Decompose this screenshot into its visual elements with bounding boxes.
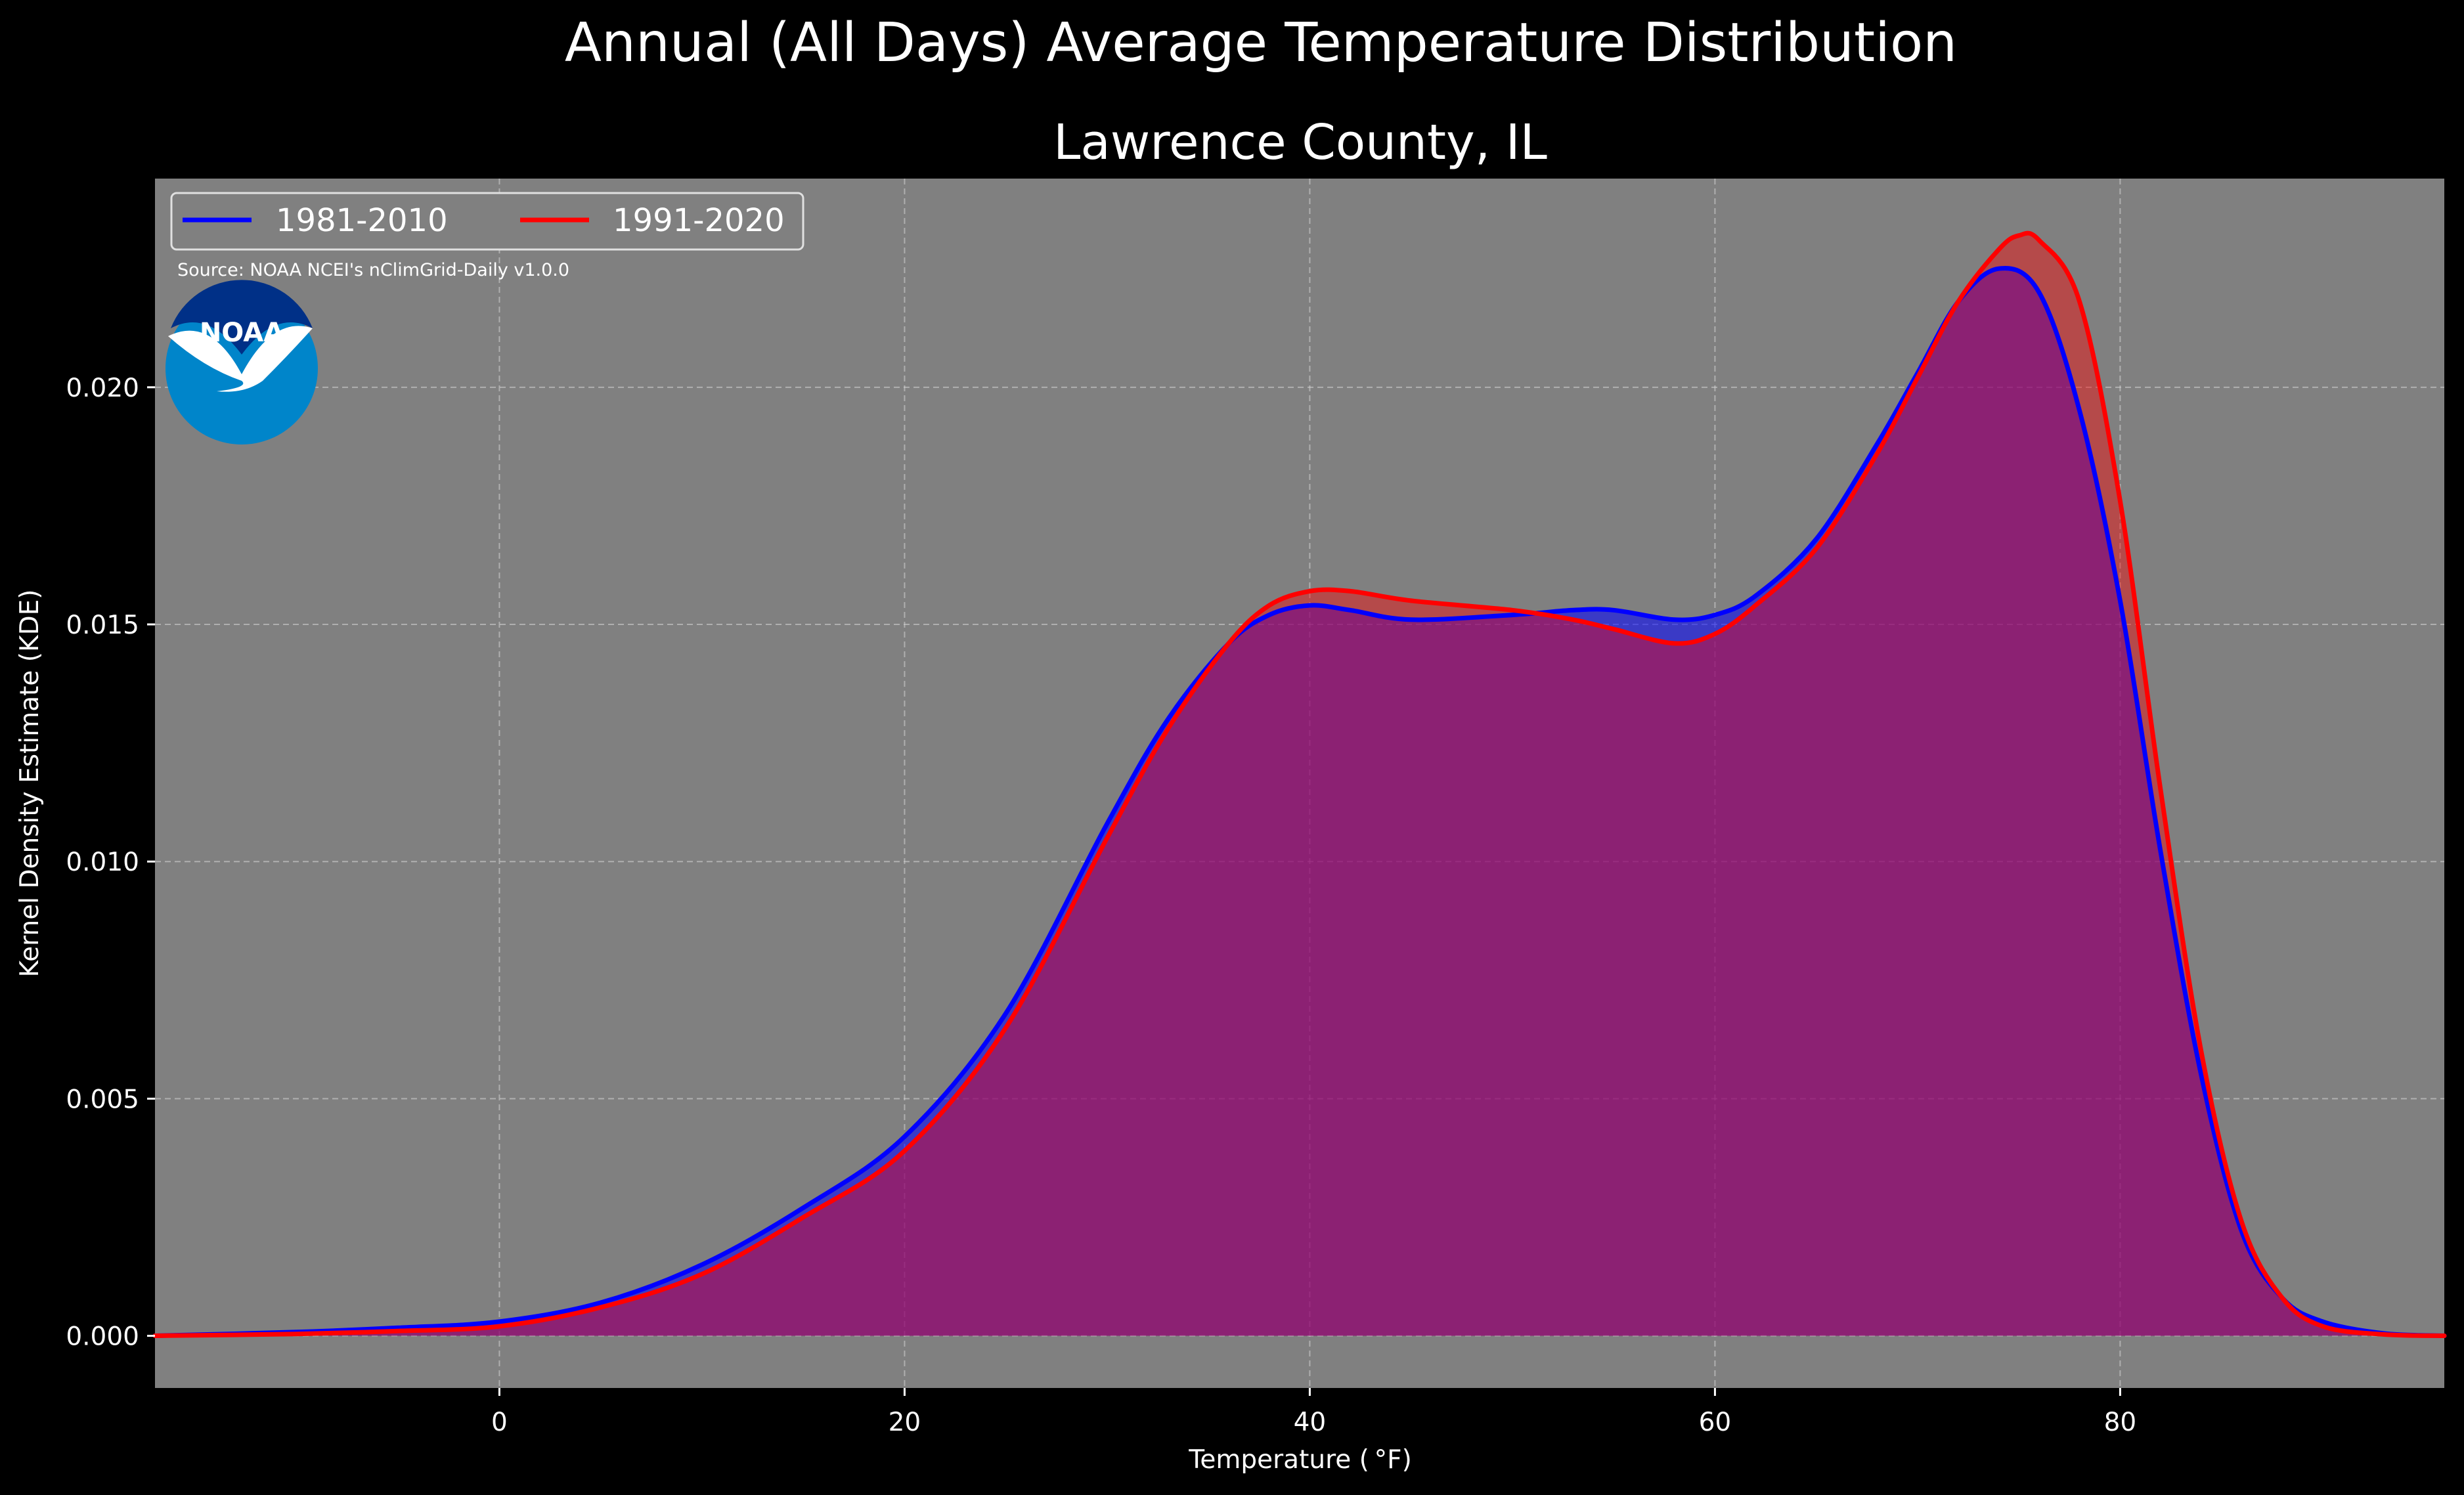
chart-title: Lawrence County, IL [1053,114,1547,171]
y-tick-label: 0.005 [66,1085,139,1114]
x-tick-label: 0 [491,1408,508,1437]
legend-frame [170,192,804,251]
legend-label-1981-2010: 1981-2010 [276,202,448,239]
noaa-logo: NOAA [165,280,318,444]
source-note: Source: NOAA NCEI's nClimGrid-Daily v1.0… [177,260,569,280]
x-tick-label: 20 [889,1408,921,1437]
x-tick-label: 60 [1699,1408,1732,1437]
series [152,230,2447,1338]
ticks: 0 20 40 60 80 0.000 0.005 0.010 0.015 0.020 [66,374,2136,1437]
figure-suptitle: Annual (All Days) Average Temperature Di… [565,12,1957,74]
legend-label-1991-2020: 1991-2020 [613,202,785,239]
series-line-1991-2020 [152,230,2447,1338]
y-axis-label: Kernel Density Estimate (KDE) [15,590,45,978]
y-tick-label: 0.020 [66,374,139,403]
y-tick-label: 0.015 [66,611,139,640]
y-tick-label: 0.010 [66,848,139,877]
x-tick-label: 40 [1294,1408,1327,1437]
area-fill-1991-2020 [155,233,2444,1336]
y-tick-label: 0.000 [66,1322,139,1352]
legend: 1981-2010 1991-2020 [170,192,804,251]
svg-text:NOAA: NOAA [200,318,284,348]
area-fill-1981-2010 [155,268,2444,1336]
plot-area [152,179,2447,1388]
series-line-1981-2010 [152,266,2447,1338]
x-tick-label: 80 [2104,1408,2137,1437]
x-axis-label: Temperature ( °F) [1188,1445,1412,1475]
